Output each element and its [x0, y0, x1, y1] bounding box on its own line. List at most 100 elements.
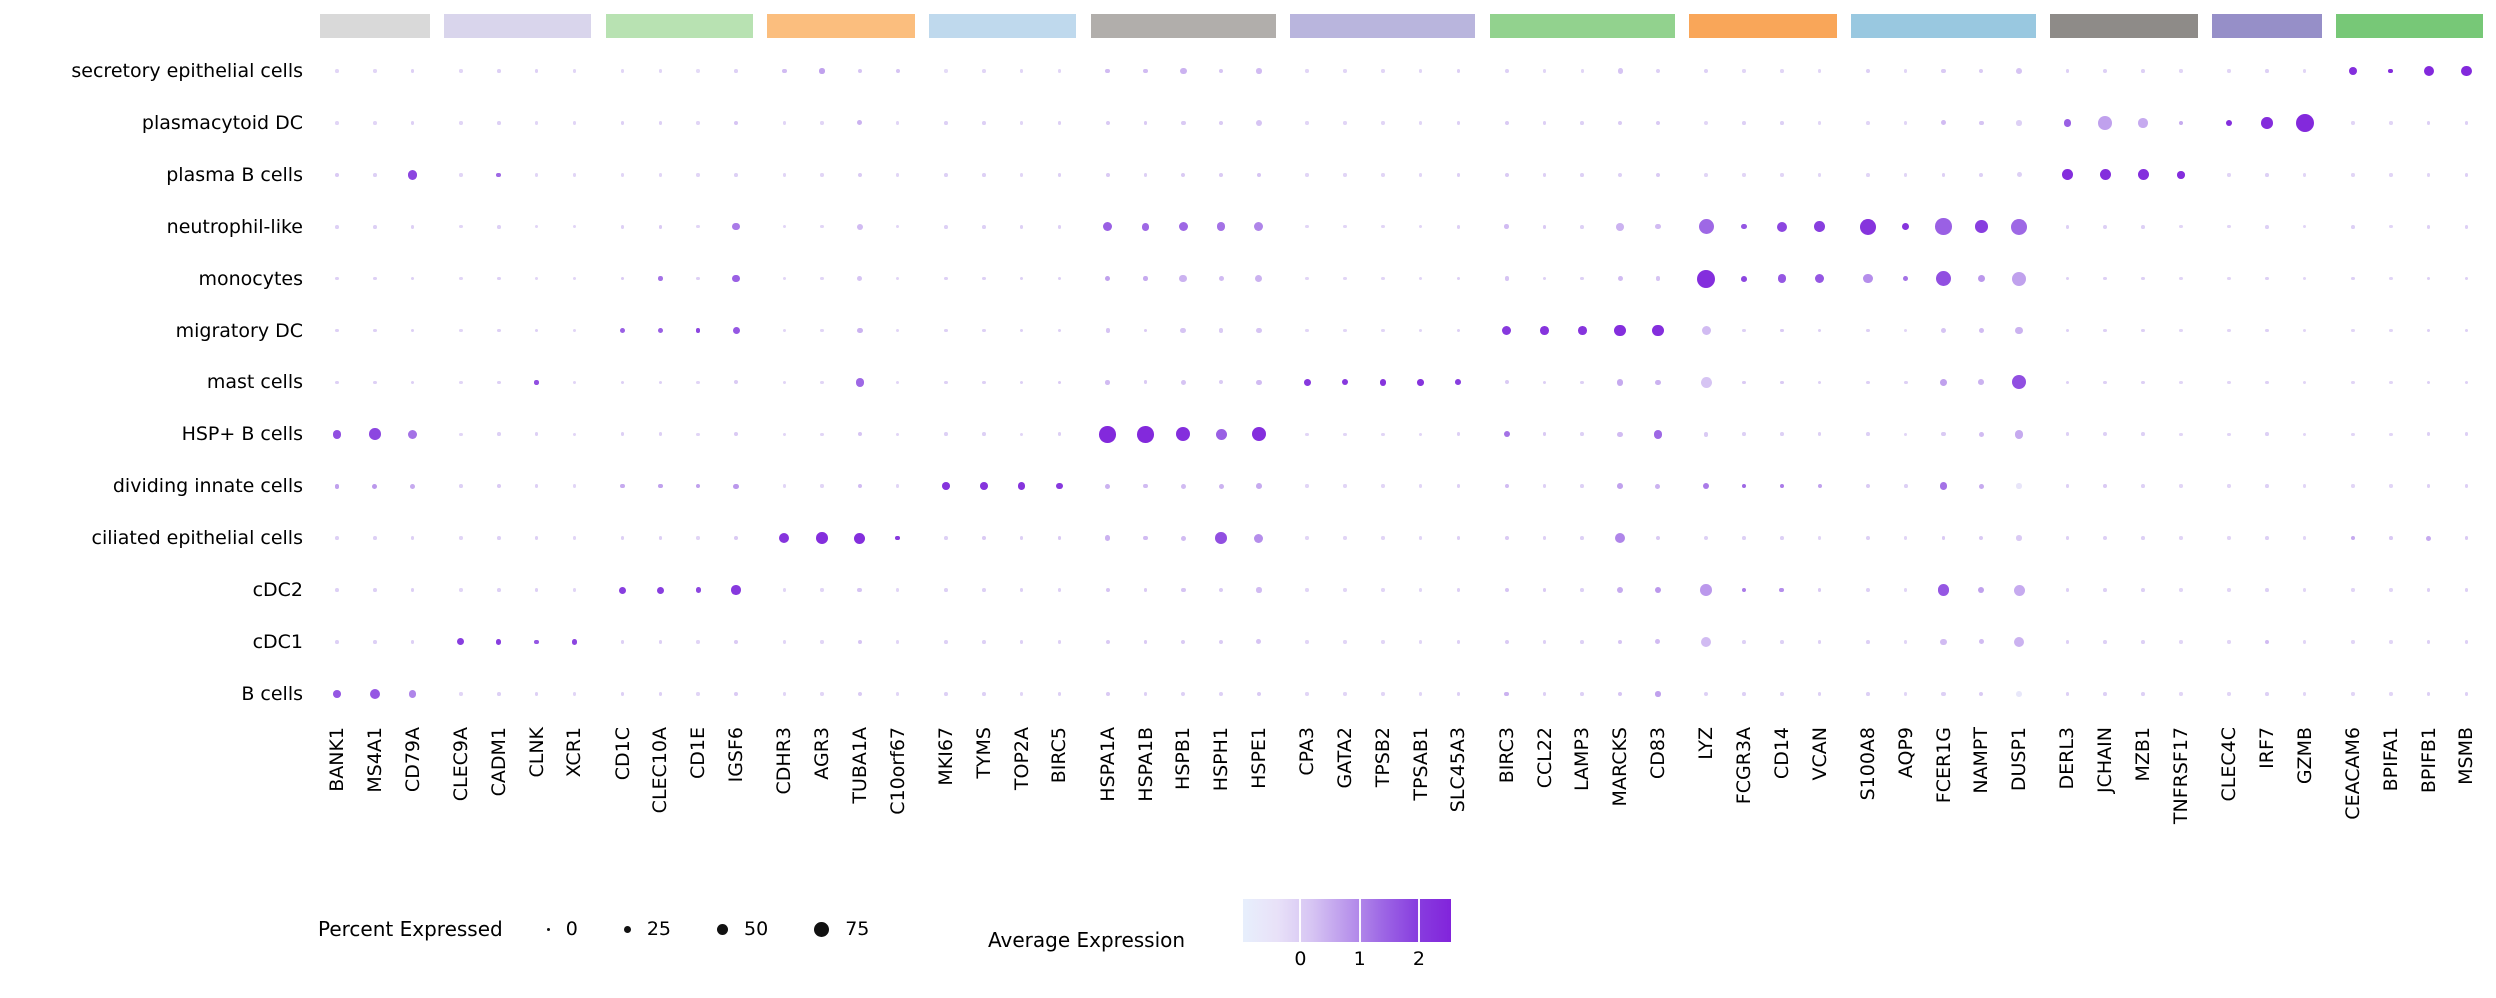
expression-dot: [895, 276, 900, 281]
expression-dot: [944, 172, 948, 177]
expression-dot: [2464, 380, 2469, 385]
expression-dot: [1903, 432, 1908, 437]
expression-dot: [2464, 691, 2469, 696]
expression-dot: [1105, 120, 1110, 125]
expression-dot: [2426, 484, 2431, 488]
expression-dot: [1817, 432, 1822, 437]
expression-dot: [1542, 380, 1547, 385]
expression-dot: [696, 536, 700, 540]
expression-dot: [1503, 431, 1510, 438]
expression-dot: [944, 328, 948, 333]
expression-dot: [2265, 484, 2269, 488]
expression-dot: [1105, 587, 1110, 593]
gene-label: DERL3: [2056, 727, 2079, 790]
expression-dot: [1305, 640, 1309, 644]
expression-dot: [1903, 69, 1908, 73]
expression-dot: [782, 224, 787, 229]
expression-dot: [981, 172, 986, 177]
expression-dot: [2426, 588, 2431, 592]
expression-dot: [1343, 692, 1347, 696]
expression-dot: [1381, 432, 1385, 437]
expression-dot: [410, 69, 415, 73]
expression-dot: [734, 536, 738, 540]
expression-dot: [1218, 276, 1224, 282]
expression-dot: [1617, 691, 1623, 697]
expression-dot: [2227, 69, 2231, 73]
expression-dot: [1702, 482, 1710, 490]
expression-dot: [1742, 173, 1746, 177]
expression-dot: [1057, 224, 1062, 229]
expression-dot: [1019, 276, 1024, 281]
expression-dot: [2227, 432, 2231, 437]
expression-dot: [1343, 276, 1347, 281]
expression-dot: [658, 432, 663, 437]
cell-type-label: cDC1: [252, 630, 303, 653]
expression-dot: [1652, 324, 1664, 337]
gene-label: AQP9: [1894, 727, 1917, 779]
expression-dot: [1940, 327, 1947, 334]
expression-dot: [2011, 218, 2027, 235]
expression-dot: [1456, 588, 1461, 592]
gene-label: BPIFB1: [2417, 727, 2440, 794]
expression-dot: [534, 691, 539, 696]
expression-dot: [2389, 484, 2393, 488]
expression-dot: [734, 380, 738, 385]
gene-label: S100A8: [1856, 727, 1879, 801]
expression-dot: [1381, 173, 1385, 177]
gene-group-bar: [443, 14, 592, 38]
expression-dot: [1866, 121, 1870, 125]
expression-dot: [372, 172, 377, 177]
expression-dot: [620, 380, 625, 385]
expression-dot: [779, 533, 790, 544]
expression-dot: [1903, 276, 1909, 282]
expression-dot: [1105, 639, 1110, 644]
expression-dot: [734, 172, 738, 177]
expression-dot: [1019, 640, 1024, 644]
expression-dot: [1742, 691, 1746, 696]
expression-dot: [1219, 639, 1224, 644]
expression-dot: [2464, 588, 2469, 592]
expression-dot: [658, 173, 663, 177]
gene-label: HSPA1A: [1096, 727, 1119, 802]
expression-dot: [1504, 224, 1509, 229]
expression-dot: [658, 691, 663, 696]
gene-label: BANK1: [326, 727, 348, 792]
expression-dot: [1215, 532, 1227, 544]
expression-dot: [782, 640, 787, 644]
expression-dot: [534, 484, 539, 488]
expression-dot: [1866, 172, 1870, 177]
expression-dot: [1219, 172, 1223, 177]
gene-label: BIRC3: [1495, 727, 1518, 784]
expression-dot: [1343, 121, 1347, 125]
expression-dot: [1305, 536, 1309, 540]
expression-dot: [2137, 169, 2149, 181]
expression-dot: [895, 224, 900, 229]
expression-dot: [1741, 224, 1747, 230]
expression-dot: [1617, 431, 1623, 437]
expression-dot: [1143, 172, 1148, 177]
expression-dot: [2302, 380, 2307, 385]
gene-group-bar: [2212, 14, 2322, 38]
expression-dot: [1057, 121, 1062, 125]
expression-dot: [2098, 115, 2113, 130]
expression-dot: [334, 483, 340, 489]
expression-dot: [2141, 484, 2145, 488]
expression-dot: [571, 639, 577, 645]
expression-dot: [732, 327, 740, 334]
expression-dot: [2016, 68, 2023, 74]
expression-dot: [782, 588, 787, 592]
expression-dot: [1542, 172, 1547, 177]
expression-dot: [2141, 588, 2145, 592]
expression-dot: [1255, 119, 1262, 126]
expression-dot: [820, 640, 824, 644]
expression-dot: [1418, 328, 1423, 333]
expression-dot: [1019, 380, 1024, 385]
expression-dot: [1181, 691, 1186, 696]
gene-label: BIRC5: [1048, 727, 1071, 784]
cell-type-label: dividing innate cells: [112, 475, 303, 498]
expression-dot: [1099, 426, 1116, 443]
expression-dot: [1779, 121, 1784, 125]
expression-dot: [620, 69, 625, 73]
expression-dot: [1143, 535, 1148, 541]
expression-dot: [1057, 432, 1062, 437]
